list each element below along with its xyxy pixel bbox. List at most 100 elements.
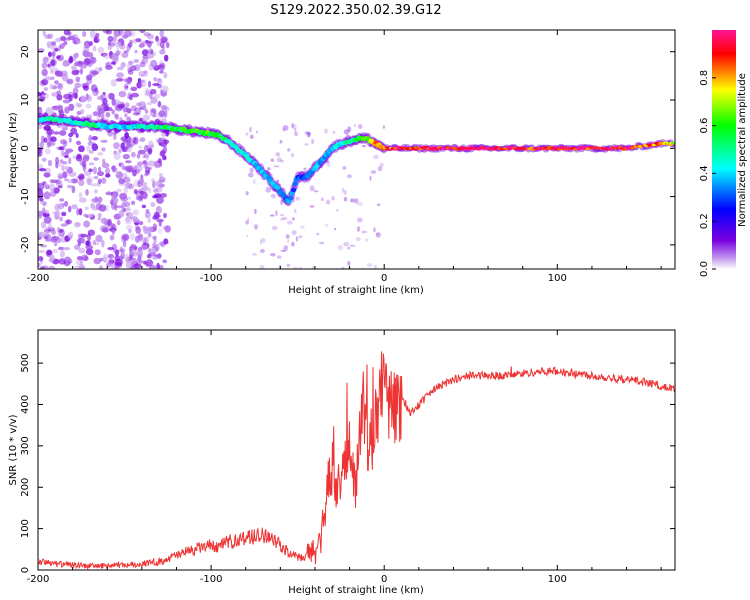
spectrogram-x-ticks: -200 -100 0 100 [27,30,662,284]
noise-blob [294,132,299,137]
ridge-mark [281,193,287,198]
noise-blob [74,82,82,89]
noise-blob [369,175,372,181]
noise-blob [254,208,257,215]
noise-blob [101,162,110,169]
noise-blob [294,208,297,214]
noise-blob [85,114,93,119]
y-tick-label: 500 [20,354,31,373]
noise-blob [54,80,59,85]
noise-blob [86,144,91,152]
noise-blob [150,202,156,207]
noise-blob [116,72,124,78]
noise-blob [118,162,125,168]
noise-blob [57,175,64,179]
noise-blob [54,47,59,52]
noise-blob [140,244,148,251]
noise-blob [40,221,47,229]
noise-blob [114,113,120,120]
noise-blob [120,252,126,260]
noise-blob [59,250,65,258]
noise-blob [286,263,291,267]
noise-blob [99,265,104,269]
noise-blob [68,103,75,112]
noise-blob [125,253,129,260]
x-tick-label: -200 [27,273,50,284]
noise-blob [61,126,68,131]
noise-blob [139,178,144,185]
noise-blob [316,233,320,236]
noise-blob [90,84,98,92]
noise-blob [108,40,111,46]
noise-blob [343,129,350,135]
noise-blob [382,125,385,129]
noise-blob [83,155,90,162]
noise-blob [49,83,54,90]
ridge-mark [292,181,298,186]
noise-blob [292,217,295,221]
noise-blob [124,113,128,118]
noise-blob [38,107,43,115]
noise-blob [304,131,311,135]
noise-blob [64,106,70,114]
noise-blob [158,264,164,269]
y-tick-label: 300 [20,436,31,455]
noise-blob [44,34,52,39]
noise-blob [160,242,166,248]
noise-blob [161,85,169,93]
noise-blob [304,143,309,146]
noise-blob [353,124,356,127]
noise-blob [300,225,305,229]
noise-blob [139,221,144,226]
noise-blob [112,249,120,254]
noise-blob [75,76,81,83]
noise-blob [78,191,83,199]
noise-blob [58,45,62,52]
noise-blob [71,66,77,71]
noise-blob [155,205,162,214]
y-tick-label: 0 [20,567,31,573]
snr-y-label: SNR (10 * v/v) [8,414,19,485]
noise-blob [43,87,49,91]
noise-blob [68,205,72,213]
noise-blob [107,35,114,42]
noise-blob [111,167,118,173]
noise-blob [79,68,83,75]
noise-blob [125,225,133,230]
y-tick-label: -10 [20,188,31,204]
noise-blob [152,83,160,87]
noise-blob [58,232,63,237]
noise-blob [43,183,49,188]
noise-blob [128,183,135,190]
noise-blob [152,242,157,249]
noise-blob [163,106,170,112]
noise-blob [144,211,151,219]
noise-blob [130,86,138,92]
noise-blob [123,50,129,54]
noise-blob [50,188,54,196]
noise-blob [79,258,84,266]
noise-blob [114,249,120,257]
noise-blob [50,138,56,146]
noise-blob [123,186,128,195]
ridge-mark [287,196,293,201]
noise-blob [132,169,137,177]
noise-blob [75,222,81,227]
noise-blob [107,247,115,251]
noise-blob [249,126,252,133]
noise-blob [147,33,154,40]
noise-blob [270,158,275,162]
noise-blob [102,98,108,105]
noise-blob [43,92,49,99]
noise-blob [118,178,125,185]
noise-blob [145,89,150,96]
spectrogram-x-label: Height of straight line (km) [288,285,424,296]
noise-blob [47,141,52,148]
noise-blob [63,140,68,147]
noise-blob [38,215,43,219]
noise-blob [269,214,275,217]
noise-blob [59,130,67,136]
noise-blob [115,50,120,57]
noise-blob [73,53,79,59]
